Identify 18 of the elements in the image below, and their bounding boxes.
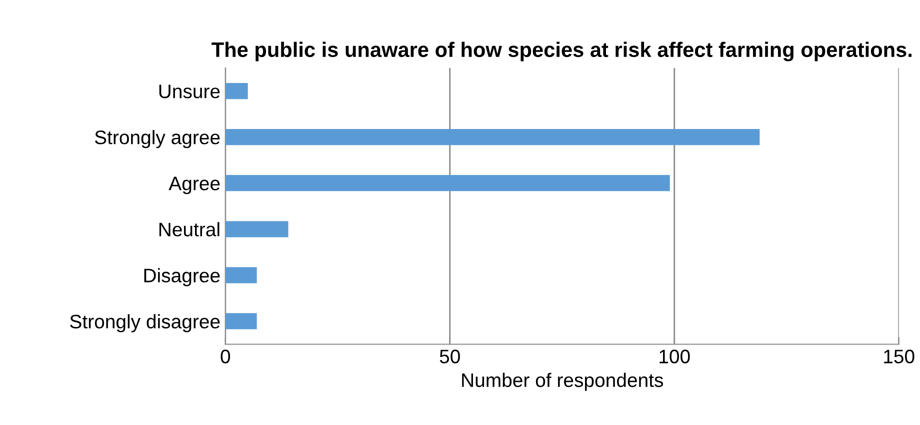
x-axis-title: Number of respondents <box>462 372 664 391</box>
y-tick-label: Disagree <box>144 268 220 286</box>
y-tick-label: Neutral <box>159 222 220 236</box>
x-tick-label: 100 <box>660 350 690 364</box>
bar <box>225 82 248 100</box>
bar <box>225 175 670 192</box>
bar <box>225 267 257 284</box>
bar <box>225 221 288 238</box>
y-tick-label: Strongly disagree <box>70 314 220 332</box>
y-tick-label: Agree <box>168 176 220 194</box>
bar <box>225 313 257 330</box>
y-tick-label: Unsure <box>159 84 220 98</box>
x-tick-label: 50 <box>440 350 460 364</box>
bar <box>225 129 760 146</box>
x-tick-label: 150 <box>884 350 914 364</box>
x-tick-label: 0 <box>220 350 230 364</box>
y-tick-label: Strongly agree <box>94 130 220 148</box>
chart-title: The public is unaware of how species at risk affect farming operations. <box>212 42 912 62</box>
